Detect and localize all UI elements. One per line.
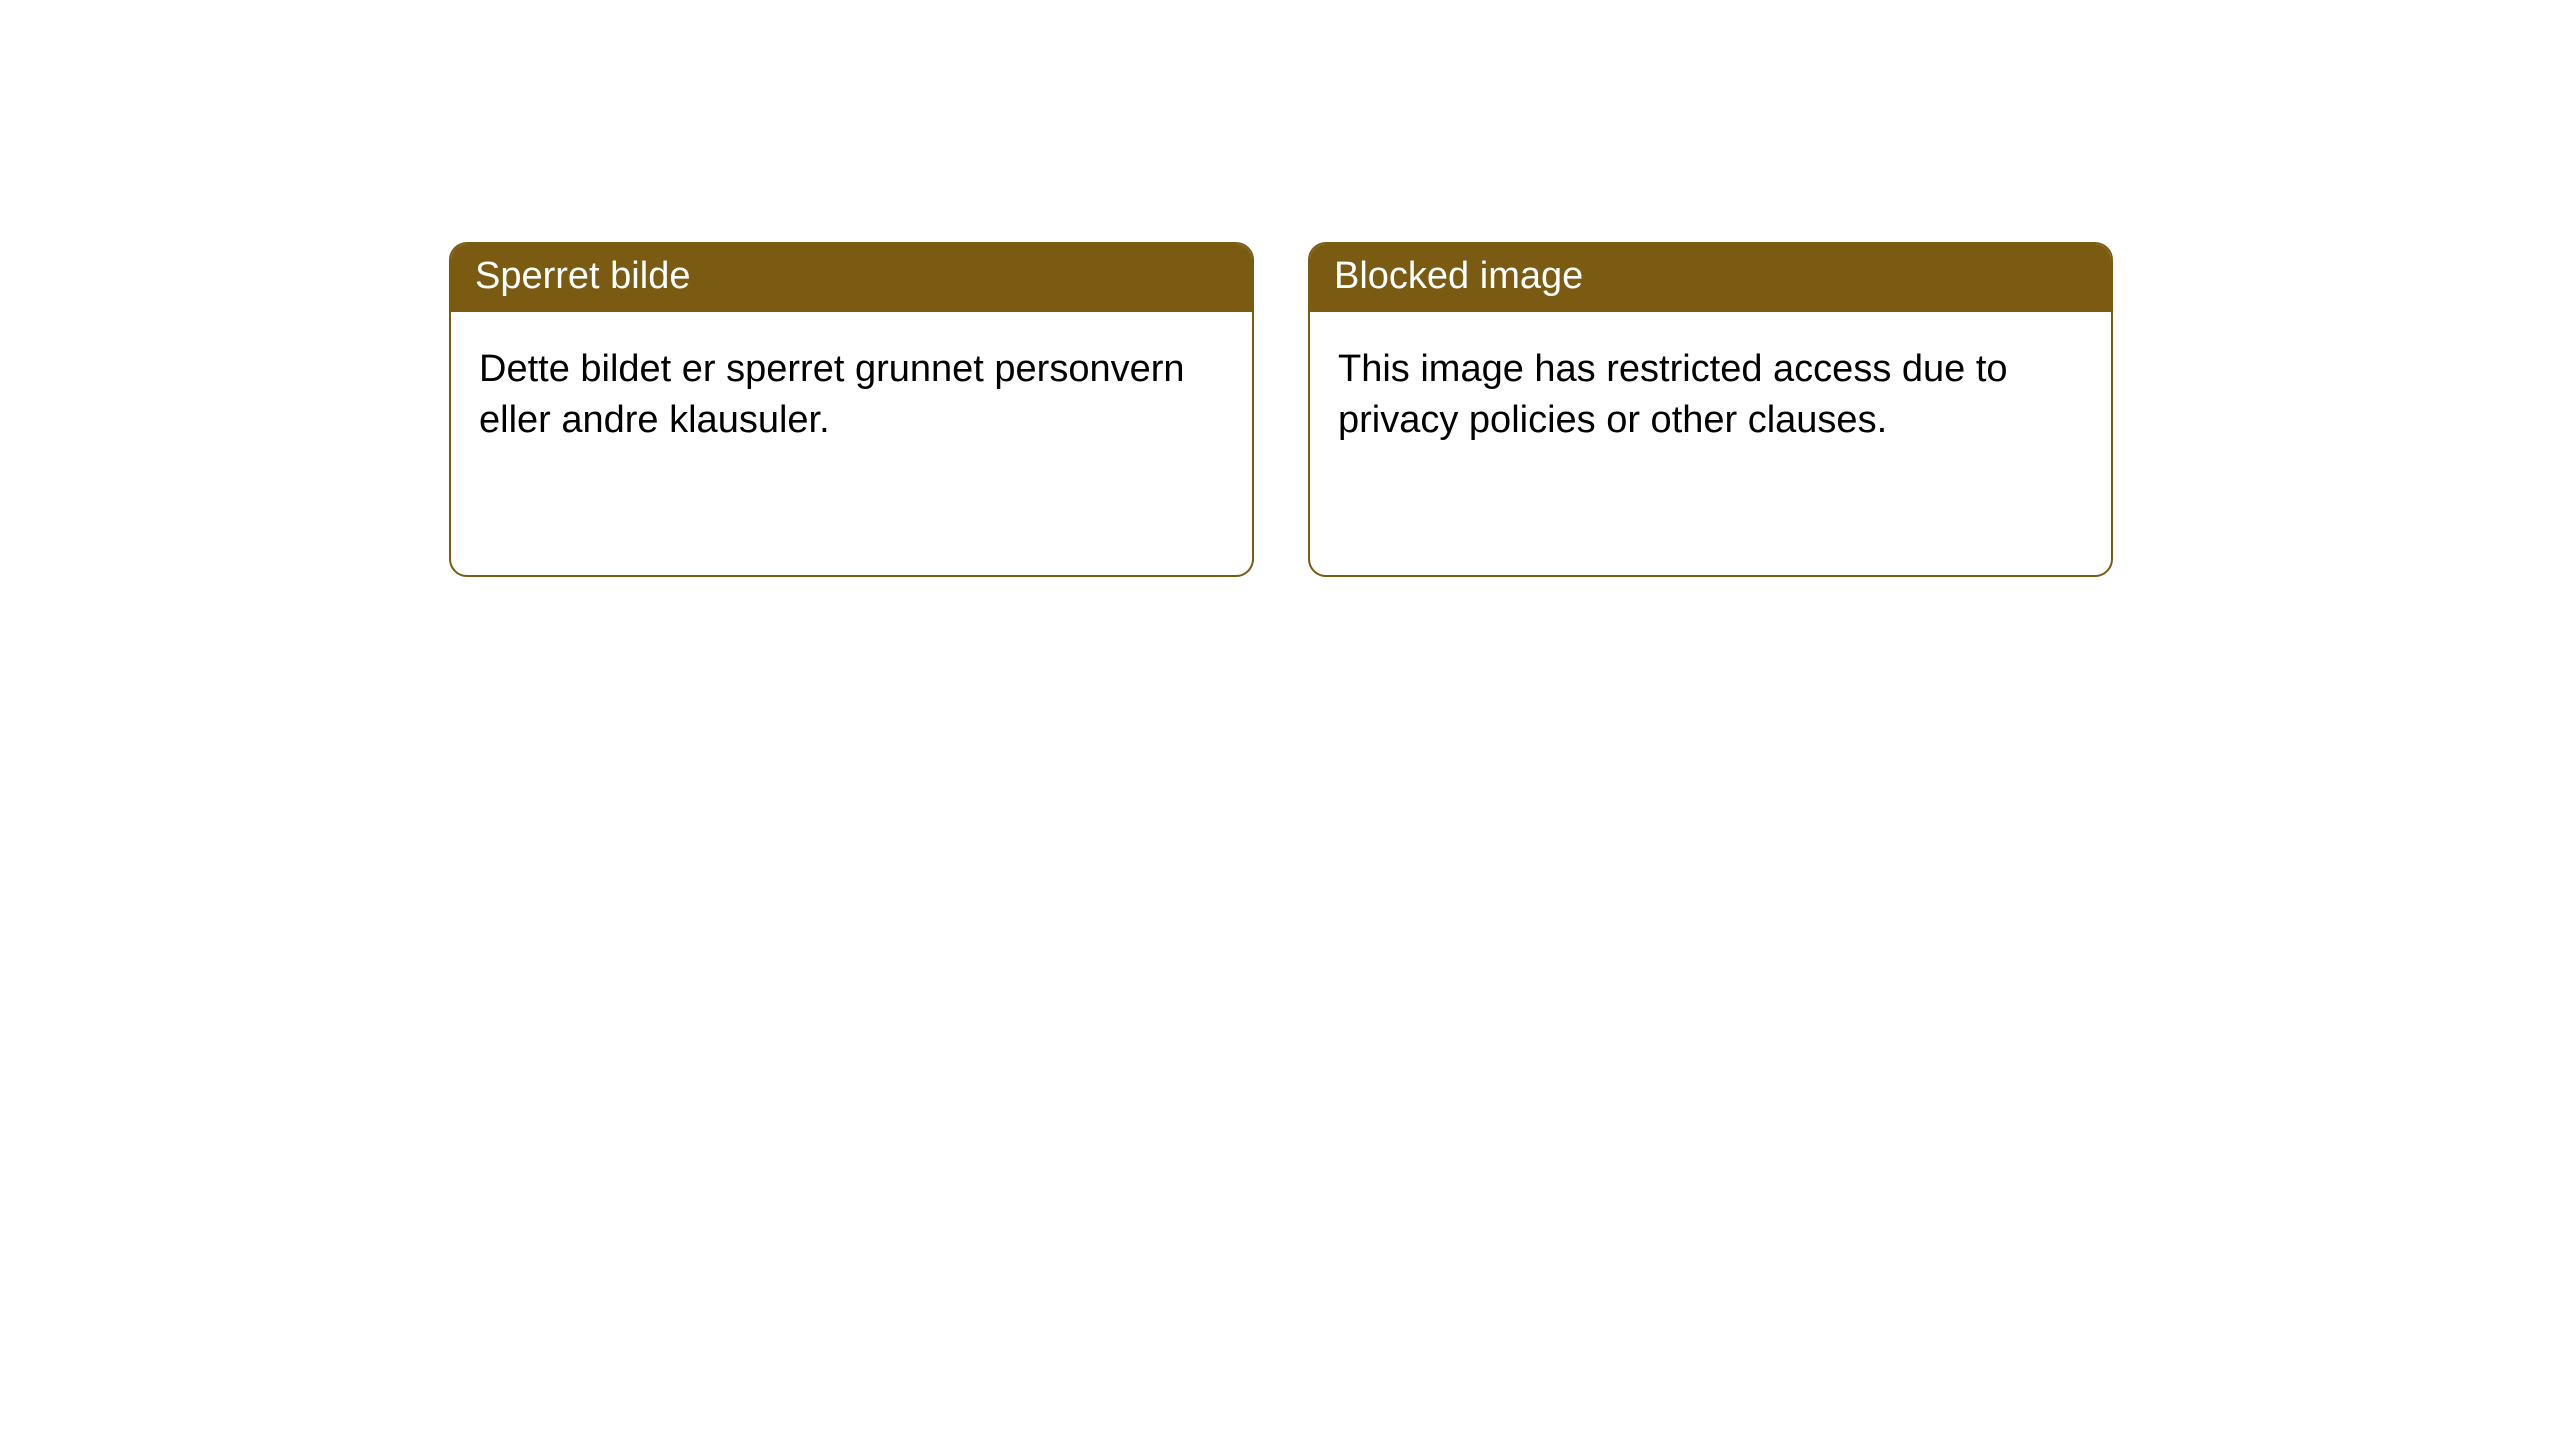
card-header: Sperret bilde (451, 244, 1252, 312)
card-header: Blocked image (1310, 244, 2111, 312)
card-body: This image has restricted access due to … (1310, 312, 2111, 479)
notice-cards-container: Sperret bilde Dette bildet er sperret gr… (0, 0, 2560, 577)
card-body-text: Dette bildet er sperret grunnet personve… (479, 348, 1185, 442)
notice-card-english: Blocked image This image has restricted … (1308, 242, 2113, 577)
card-header-text: Sperret bilde (475, 255, 690, 297)
notice-card-norwegian: Sperret bilde Dette bildet er sperret gr… (449, 242, 1254, 577)
card-body-text: This image has restricted access due to … (1338, 348, 2008, 442)
card-body: Dette bildet er sperret grunnet personve… (451, 312, 1252, 479)
card-header-text: Blocked image (1334, 255, 1583, 297)
